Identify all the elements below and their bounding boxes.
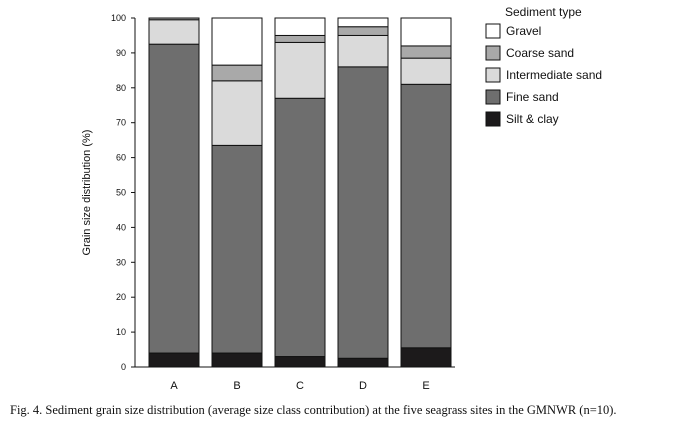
- y-tick-label: 60: [116, 153, 126, 163]
- y-axis-title: Grain size distribution (%): [81, 130, 93, 256]
- legend-swatch: [485, 23, 501, 39]
- axes: 0 10 20 30 40 50 60 70 80 90 100 A B C D E: [111, 13, 455, 392]
- legend: Sediment type Gravel Coarse sand Intermedi…: [485, 5, 602, 127]
- bar-segment-fine-sand-b: [211, 144, 263, 354]
- y-tick-label: 80: [116, 83, 126, 93]
- bar-segment-intermediate-sand-d: [337, 34, 389, 68]
- y-tick-label: 100: [111, 13, 126, 23]
- legend-label: Silt & clay: [506, 112, 559, 126]
- legend-label: Gravel: [506, 24, 541, 38]
- legend-label: Coarse sand: [506, 46, 574, 60]
- figure-caption: Fig. 4. Sediment grain size distribution…: [10, 403, 617, 417]
- bar-segment-intermediate-sand-c: [274, 41, 326, 99]
- y-tick-label: 50: [116, 188, 126, 198]
- y-tick-label: 0: [121, 362, 126, 372]
- x-tick-label: B: [233, 380, 240, 392]
- legend-swatch: [485, 45, 501, 61]
- y-tick-label: 70: [116, 118, 126, 128]
- bar-segment-coarse-sand-d: [337, 26, 389, 36]
- stacked-bar-chart: 0 10 20 30 40 50 60 70 80 90 100 A B C D E Grain size d…: [81, 5, 602, 392]
- plot-area: [148, 17, 452, 368]
- y-tick-label: 20: [116, 292, 126, 302]
- bar-segment-fine-sand-a: [148, 43, 200, 354]
- bar-segment-silt-clay-b: [211, 352, 263, 368]
- bar-segment-silt-clay-c: [274, 356, 326, 368]
- bar-segment-coarse-sand-c: [274, 34, 326, 43]
- legend-swatch: [485, 67, 501, 83]
- y-tick-label: 30: [116, 257, 126, 267]
- bar-segment-fine-sand-e: [400, 83, 452, 349]
- bar-segment-fine-sand-c: [274, 97, 326, 358]
- legend-label: Intermediate sand: [506, 68, 602, 82]
- x-tick-label: D: [359, 380, 367, 392]
- x-tick-label: C: [296, 380, 304, 392]
- bar-segment-coarse-sand-a: [148, 17, 200, 21]
- bar-segment-silt-clay-e: [400, 347, 452, 368]
- legend-label: Fine sand: [506, 90, 559, 104]
- x-tick-label: A: [170, 380, 178, 392]
- bar-segment-coarse-sand-e: [400, 45, 452, 59]
- bar-segment-silt-clay-d: [337, 357, 389, 368]
- legend-title: Sediment type: [505, 5, 582, 19]
- legend-swatch: [485, 89, 501, 105]
- y-tick-label: 40: [116, 222, 126, 232]
- legend-swatch: [485, 111, 501, 127]
- bar-segment-intermediate-sand-e: [400, 57, 452, 85]
- bar-segment-gravel-d: [337, 17, 389, 28]
- y-tick-label: 90: [116, 48, 126, 58]
- bar-segment-gravel-c: [274, 17, 326, 36]
- bar-segment-gravel-e: [400, 17, 452, 47]
- bar-segment-intermediate-sand-a: [148, 19, 200, 45]
- bar-segment-silt-clay-a: [148, 352, 200, 368]
- x-tick-label: E: [422, 380, 429, 392]
- bar-segment-fine-sand-d: [337, 66, 389, 359]
- bar-segment-coarse-sand-b: [211, 64, 263, 82]
- bar-segment-intermediate-sand-b: [211, 80, 263, 146]
- y-tick-label: 10: [116, 327, 126, 337]
- bar-segment-gravel-b: [211, 17, 263, 66]
